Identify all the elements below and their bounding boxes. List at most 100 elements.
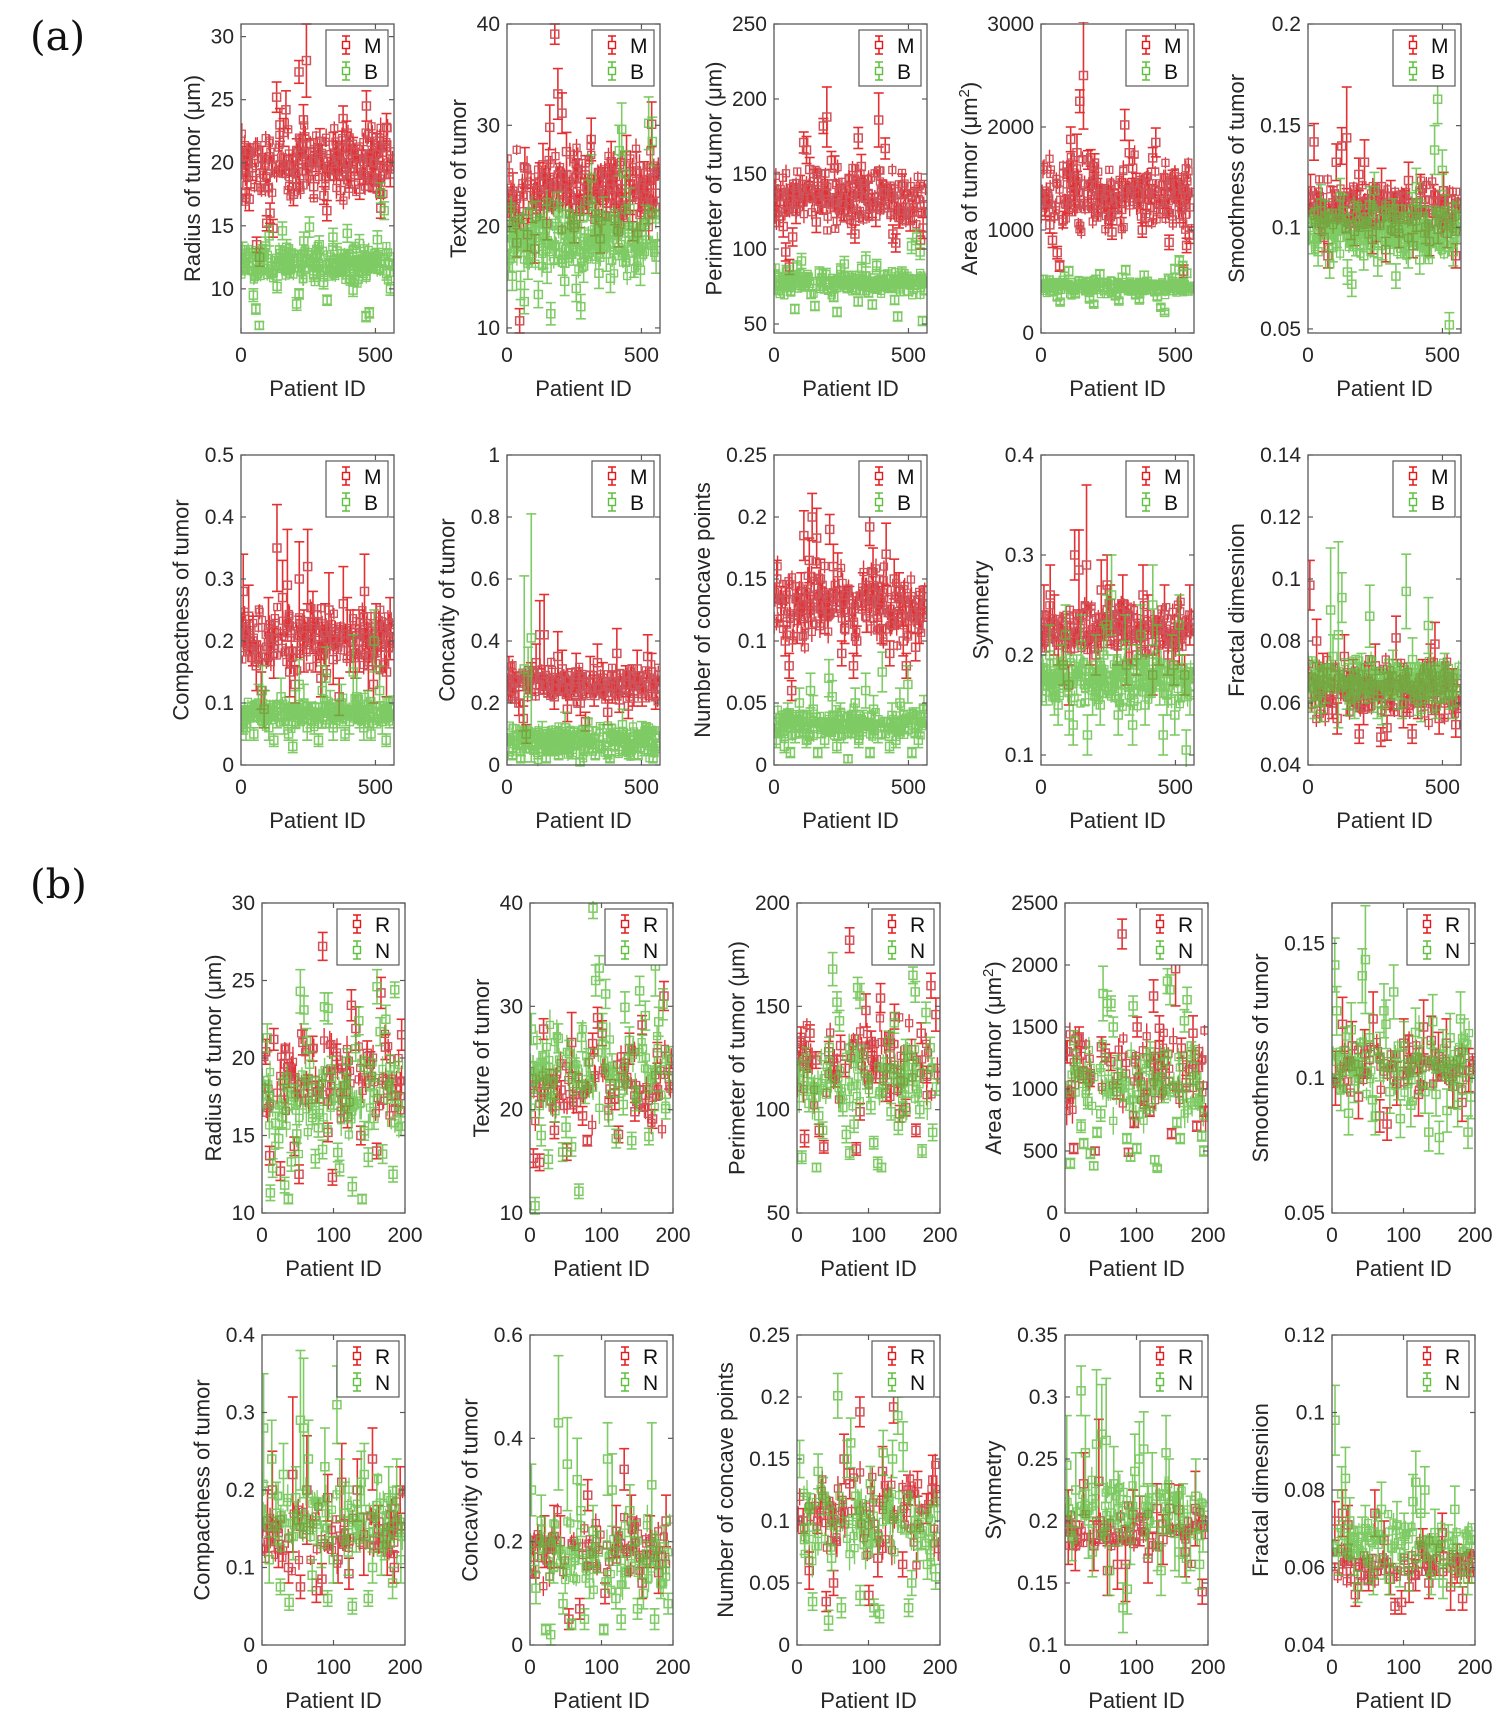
data-point — [387, 260, 394, 270]
data-point — [251, 304, 261, 314]
data-point — [920, 179, 927, 189]
data-point — [1076, 221, 1085, 230]
legend: MB — [325, 29, 389, 87]
data-point — [254, 320, 265, 331]
data-point — [1071, 198, 1080, 207]
data-point — [1181, 185, 1190, 194]
data-point — [1101, 211, 1111, 221]
data-point — [1052, 247, 1062, 258]
data-point — [242, 173, 252, 182]
data-point — [241, 171, 250, 180]
legend-box — [325, 29, 389, 87]
data-point — [844, 174, 854, 184]
data-point — [894, 180, 904, 189]
data-point — [810, 301, 820, 311]
data-point — [854, 278, 863, 288]
data-point — [913, 172, 922, 182]
data-point — [345, 249, 354, 259]
data-point — [892, 207, 901, 216]
data-point — [920, 280, 927, 289]
data-point — [900, 179, 909, 188]
series-B — [507, 96, 660, 326]
data-point — [241, 197, 250, 206]
data-point — [803, 184, 812, 193]
legend-box — [858, 29, 922, 87]
data-point — [251, 257, 260, 266]
data-point — [271, 92, 282, 102]
data-point — [383, 276, 393, 285]
data-point — [916, 290, 925, 300]
data-point — [645, 163, 654, 172]
data-point — [312, 267, 321, 277]
data-point — [805, 193, 815, 202]
data-point — [565, 150, 575, 159]
data-point — [879, 274, 888, 284]
data-point — [1047, 235, 1058, 246]
data-point — [594, 243, 603, 252]
series-B — [774, 228, 927, 327]
data-point — [357, 260, 366, 270]
data-point — [609, 214, 618, 223]
legend-label: B — [897, 61, 911, 84]
data-point — [548, 221, 557, 231]
data-point — [866, 173, 876, 182]
data-point — [609, 208, 619, 218]
data-point — [832, 307, 842, 317]
data-point — [510, 232, 519, 241]
data-point — [1077, 227, 1086, 237]
data-point — [519, 162, 528, 171]
data-point — [625, 221, 634, 231]
data-point — [1058, 217, 1067, 226]
data-point — [372, 251, 381, 260]
data-point — [602, 225, 612, 235]
data-point — [582, 255, 592, 264]
data-point — [623, 271, 632, 281]
data-point — [364, 308, 375, 318]
data-point — [290, 188, 299, 197]
data-point — [1157, 181, 1166, 190]
data-point — [880, 143, 890, 154]
data-point — [790, 304, 800, 314]
data-point — [322, 133, 331, 142]
data-point — [825, 200, 835, 209]
data-point — [1165, 209, 1175, 218]
subplot-a2: 10 20 30 40 0 500 Patient ID Texture of tumor MB — [446, 13, 661, 401]
data-point — [264, 182, 273, 192]
y-axis-label: Texture of tumor — [446, 99, 471, 258]
axes-box — [506, 23, 661, 334]
data-point — [622, 254, 631, 263]
data-point — [897, 168, 907, 178]
data-point — [1143, 171, 1153, 181]
data-point — [519, 296, 530, 307]
data-point — [1179, 219, 1188, 228]
data-point — [572, 143, 581, 152]
data-point — [913, 190, 922, 199]
data-point — [636, 183, 646, 192]
data-point — [569, 245, 578, 255]
data-point — [1055, 185, 1064, 194]
data-point — [1105, 195, 1114, 204]
data-point — [507, 271, 518, 282]
data-point — [1177, 174, 1186, 184]
data-point — [576, 182, 585, 191]
data-point — [1187, 224, 1194, 233]
y-tick-label: 30 — [477, 114, 500, 137]
data-point — [326, 153, 335, 163]
data-point — [306, 259, 315, 268]
data-point — [1107, 180, 1116, 189]
data-point — [294, 67, 304, 77]
data-point — [909, 202, 919, 212]
data-point — [893, 278, 902, 287]
data-point — [812, 170, 821, 180]
data-point — [853, 296, 863, 307]
data-point — [612, 183, 621, 192]
data-point — [1105, 165, 1114, 175]
data-point — [645, 205, 654, 214]
data-point — [335, 158, 344, 167]
data-point — [912, 232, 922, 242]
data-point — [325, 265, 334, 274]
data-point — [359, 244, 369, 253]
data-point — [265, 152, 274, 161]
series-B — [1041, 254, 1194, 318]
